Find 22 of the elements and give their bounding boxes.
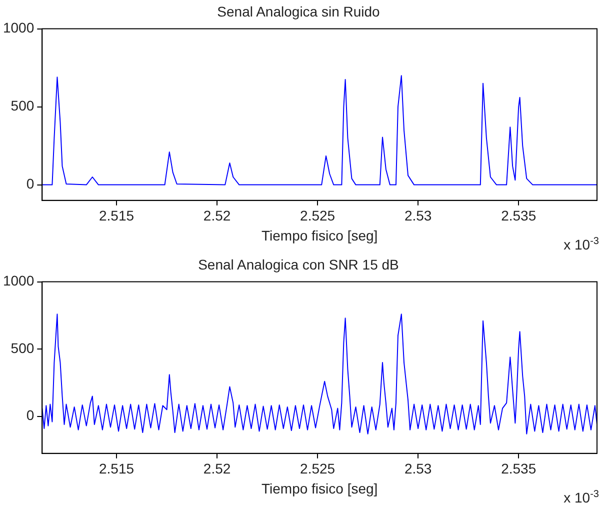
text: x 10$^{-3}$: [564, 236, 599, 253]
x-tick-label: 2.525: [300, 460, 336, 477]
y-tick-label: 1000: [2, 272, 34, 289]
y-tick-label: 0: [26, 176, 34, 192]
x-axis-title: Tiempo fisico [seg]: [261, 480, 378, 496]
y-tick-label: 500: [10, 340, 34, 356]
y-tick-label: 1000: [2, 20, 34, 36]
y-tick-label: 500: [10, 98, 34, 114]
x-tick-label: 2.52: [203, 460, 231, 477]
x-tick-label: 2.515: [99, 460, 134, 477]
chart-title: Senal Analogica sin Ruido: [217, 3, 380, 20]
x-tick-label: 2.53: [404, 460, 432, 477]
text: x 10$^{-3}$: [564, 489, 599, 506]
x-tick-label: 2.535: [501, 208, 536, 224]
x-tick-label: 2.525: [300, 208, 336, 224]
chart-title: Senal Analogica con SNR 15 dB: [198, 256, 399, 272]
x-tick-label: 2.515: [99, 208, 134, 224]
x-tick-label: 2.535: [501, 460, 536, 477]
x-tick-label: 2.53: [404, 208, 432, 224]
y-tick-label: 0: [26, 407, 34, 424]
x-axis-title: Tiempo fisico [seg]: [261, 227, 378, 244]
x-tick-label: 2.52: [203, 208, 231, 224]
